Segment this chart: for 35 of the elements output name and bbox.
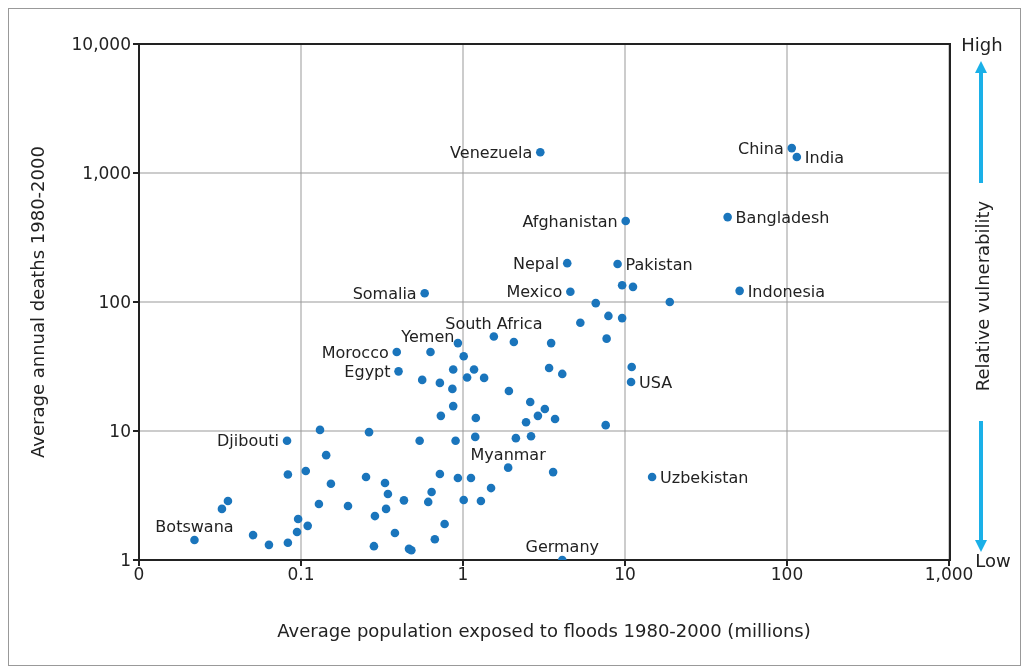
annotation: Afghanistan bbox=[522, 211, 618, 231]
x-tick-label: 100 bbox=[770, 564, 804, 585]
annotation: Germany bbox=[525, 537, 600, 556]
y-tick-label: 1 bbox=[120, 550, 131, 571]
x-tick-label: 0.1 bbox=[287, 564, 315, 585]
text: Relative vulnerability bbox=[971, 200, 993, 392]
x-tick-label: 1,000 bbox=[924, 564, 974, 585]
y-tick-label: 10 bbox=[109, 421, 131, 442]
annotation: China bbox=[738, 138, 784, 158]
y-axis-title: Average annual deaths 1980-2000 bbox=[26, 146, 48, 458]
annotation: Myanmar bbox=[470, 444, 547, 464]
annotation: Djibouti bbox=[217, 431, 280, 451]
x-axis-title: Average population exposed to floods 1980-2000 (millions) bbox=[276, 620, 812, 641]
annotation: Somalia bbox=[352, 283, 417, 303]
annotation: Morocco bbox=[321, 342, 389, 362]
y-tick-label: 100 bbox=[98, 292, 131, 313]
annotation: Botswana bbox=[155, 516, 234, 536]
x-tick-label: 1 bbox=[457, 564, 469, 585]
annotation: USA bbox=[639, 372, 673, 392]
annotation: Nepal bbox=[513, 253, 560, 273]
annotation: Pakistan bbox=[625, 254, 693, 274]
x-tick-label: 10 bbox=[614, 564, 636, 585]
x-tick-label: 0 bbox=[133, 564, 145, 585]
text: Low bbox=[975, 549, 1011, 571]
annotation: Egypt bbox=[344, 362, 391, 382]
annotation: Indonesia bbox=[747, 281, 825, 301]
y-tick-label: 10,000 bbox=[71, 34, 131, 55]
annotation: Venezuela bbox=[450, 142, 533, 162]
annotation: Uzbekistan bbox=[660, 467, 749, 487]
y-tick-label: 1,000 bbox=[82, 163, 131, 184]
annotation: South Africa bbox=[445, 313, 543, 333]
annotation: Mexico bbox=[506, 282, 563, 302]
annotation: India bbox=[804, 147, 845, 167]
annotation: Bangladesh bbox=[735, 207, 830, 227]
text: High bbox=[961, 33, 1003, 55]
